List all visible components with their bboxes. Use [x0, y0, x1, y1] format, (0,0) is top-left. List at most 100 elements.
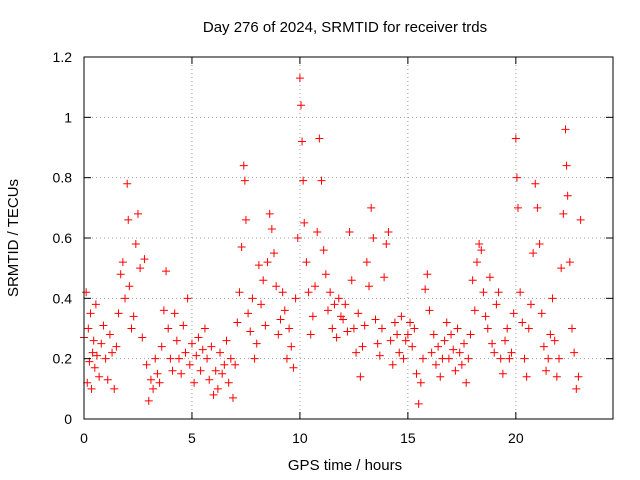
data-point [89, 336, 98, 345]
data-point [520, 354, 529, 363]
data-point [151, 354, 160, 363]
data-point [278, 288, 287, 297]
data-point [343, 327, 352, 336]
data-point [347, 276, 356, 285]
data-point [533, 203, 542, 212]
data-point [317, 176, 326, 185]
data-point [522, 372, 531, 381]
data-point [175, 354, 184, 363]
data-point [356, 372, 365, 381]
data-point [166, 354, 175, 363]
data-point [220, 360, 229, 369]
y-tick-label: 0 [64, 411, 72, 427]
data-point [512, 173, 521, 182]
data-point [233, 318, 242, 327]
data-point [535, 240, 544, 249]
data-point [408, 342, 417, 351]
data-point [542, 366, 551, 375]
data-point [460, 339, 469, 348]
data-point [138, 333, 147, 342]
y-tick-label: 0.8 [53, 170, 73, 186]
data-point [550, 336, 559, 345]
data-point [203, 354, 212, 363]
data-point [263, 258, 272, 267]
data-point [477, 246, 486, 255]
data-point [380, 273, 389, 282]
data-point [118, 258, 127, 267]
data-point [373, 339, 382, 348]
data-point [237, 243, 246, 252]
data-point [483, 324, 492, 333]
data-point [470, 306, 479, 315]
data-point [123, 179, 132, 188]
y-tick-label: 1 [64, 109, 72, 125]
data-point [83, 378, 92, 387]
data-point [226, 354, 235, 363]
data-point [492, 300, 501, 309]
data-point [561, 125, 570, 134]
data-point [200, 324, 209, 333]
data-point [287, 342, 296, 351]
data-point [274, 330, 283, 339]
data-point [406, 318, 415, 327]
data-point [239, 161, 248, 170]
data-point [332, 333, 341, 342]
x-tick-label: 15 [400, 430, 416, 446]
data-point [270, 249, 279, 258]
data-point [308, 312, 317, 321]
data-point [354, 309, 363, 318]
data-point [280, 306, 289, 315]
data-point [235, 288, 244, 297]
data-point [414, 399, 423, 408]
data-point [466, 330, 475, 339]
data-point [87, 384, 96, 393]
data-point [544, 354, 553, 363]
data-point [82, 288, 91, 297]
data-point [444, 354, 453, 363]
data-point [304, 288, 313, 297]
data-point [116, 270, 125, 279]
data-point [481, 312, 490, 321]
data-point [164, 324, 173, 333]
data-point [365, 282, 374, 291]
data-point [95, 372, 104, 381]
axis-ticks: 0 0.2 0.4 0.6 0.8 1 1.2 0 5 10 15 20 [53, 49, 613, 446]
data-point [196, 366, 205, 375]
data-point [216, 348, 225, 357]
data-point [124, 215, 133, 224]
data-point [358, 342, 367, 351]
data-point [213, 384, 222, 393]
data-point [531, 179, 540, 188]
data-point [537, 309, 546, 318]
data-point [306, 330, 315, 339]
data-point [557, 264, 566, 273]
data-point [153, 369, 162, 378]
data-point [88, 348, 97, 357]
data-point [285, 324, 294, 333]
data-point [401, 336, 410, 345]
data-point [108, 348, 117, 357]
data-point [313, 227, 322, 236]
data-point [179, 321, 188, 330]
data-point [231, 360, 240, 369]
data-point [289, 363, 298, 372]
x-tick-label: 5 [188, 430, 196, 446]
data-point [410, 324, 419, 333]
data-point [457, 360, 466, 369]
y-tick-label: 0.4 [53, 290, 73, 306]
data-point [192, 351, 201, 360]
data-point [524, 324, 533, 333]
data-point [434, 342, 443, 351]
data-point [501, 336, 510, 345]
x-tick-label: 10 [292, 430, 308, 446]
data-point [425, 306, 434, 315]
data-point [136, 264, 145, 273]
data-point [323, 306, 332, 315]
data-point [259, 276, 268, 285]
data-point [244, 309, 253, 318]
chart-title: Day 276 of 2024, SRMTID for receiver trd… [203, 19, 487, 36]
x-tick-label: 0 [80, 430, 88, 446]
data-point [509, 309, 518, 318]
data-point [479, 288, 488, 297]
